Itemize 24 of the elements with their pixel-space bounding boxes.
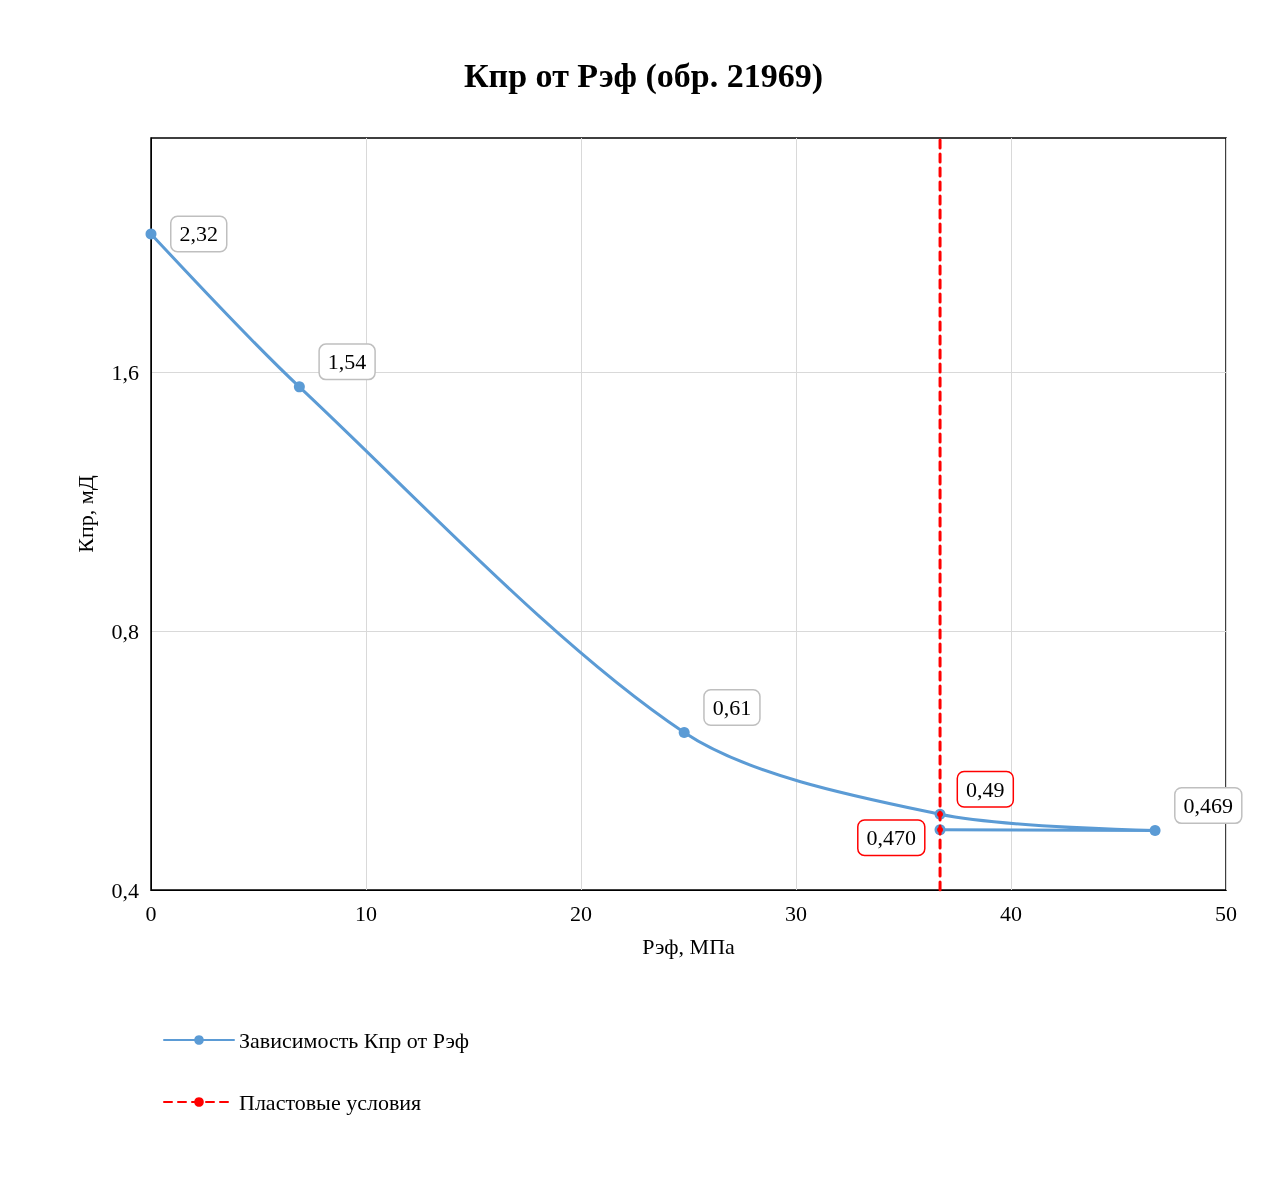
data-label: 2,32 bbox=[179, 221, 218, 247]
x-tick-label: 40 bbox=[1000, 900, 1022, 926]
data-label: 0,49 bbox=[966, 776, 1005, 802]
data-label: 0,470 bbox=[866, 825, 917, 851]
point bbox=[293, 381, 305, 393]
y-tick-label: 1,6 bbox=[111, 360, 139, 386]
y-axis-title: Кпр, мД bbox=[72, 475, 98, 553]
y-tick-label: 0,4 bbox=[111, 877, 139, 903]
point bbox=[678, 727, 690, 738]
legend-label: Пластовые условия bbox=[239, 1089, 422, 1115]
x-tick-label: 0 bbox=[145, 900, 157, 926]
y-tick-label: 0,8 bbox=[111, 618, 139, 644]
x-tick-label: 50 bbox=[1215, 900, 1237, 926]
point bbox=[145, 228, 157, 240]
x-tick-label: 10 bbox=[355, 900, 377, 926]
x-tick-label: 20 bbox=[570, 900, 592, 926]
x-tick-label: 30 bbox=[785, 900, 807, 926]
legend-label: Зависимость Кпр от Рэф bbox=[239, 1027, 469, 1053]
point bbox=[1149, 825, 1161, 837]
data-label: 0,61 bbox=[712, 695, 752, 720]
x-axis-title: Рэф, МПа bbox=[642, 933, 736, 959]
chart-title: Кпр от Рэф (обр. 21969) bbox=[463, 56, 824, 95]
data-label: 0,469 bbox=[1183, 793, 1234, 819]
data-label: 1,54 bbox=[327, 349, 367, 375]
